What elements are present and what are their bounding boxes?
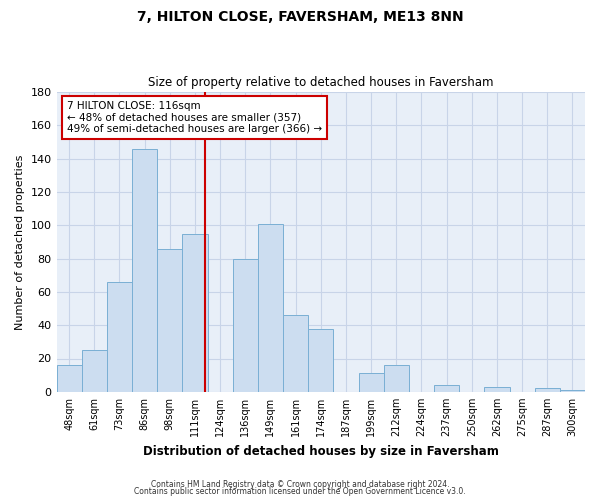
Bar	[484, 387, 509, 392]
Bar	[56, 365, 82, 392]
Bar	[560, 390, 585, 392]
X-axis label: Distribution of detached houses by size in Faversham: Distribution of detached houses by size …	[143, 444, 499, 458]
Bar	[383, 365, 409, 392]
Bar	[258, 224, 283, 392]
Bar	[107, 282, 132, 392]
Bar	[359, 374, 383, 392]
Y-axis label: Number of detached properties: Number of detached properties	[15, 154, 25, 330]
Bar	[283, 315, 308, 392]
Text: Contains HM Land Registry data © Crown copyright and database right 2024.: Contains HM Land Registry data © Crown c…	[151, 480, 449, 489]
Bar	[82, 350, 107, 392]
Title: Size of property relative to detached houses in Faversham: Size of property relative to detached ho…	[148, 76, 494, 90]
Text: 7, HILTON CLOSE, FAVERSHAM, ME13 8NN: 7, HILTON CLOSE, FAVERSHAM, ME13 8NN	[137, 10, 463, 24]
Bar	[157, 248, 182, 392]
Bar	[535, 388, 560, 392]
Text: Contains public sector information licensed under the Open Government Licence v3: Contains public sector information licen…	[134, 487, 466, 496]
Bar	[308, 328, 334, 392]
Text: 7 HILTON CLOSE: 116sqm
← 48% of detached houses are smaller (357)
49% of semi-de: 7 HILTON CLOSE: 116sqm ← 48% of detached…	[67, 101, 322, 134]
Bar	[233, 258, 258, 392]
Bar	[434, 385, 459, 392]
Bar	[182, 234, 208, 392]
Bar	[132, 148, 157, 392]
